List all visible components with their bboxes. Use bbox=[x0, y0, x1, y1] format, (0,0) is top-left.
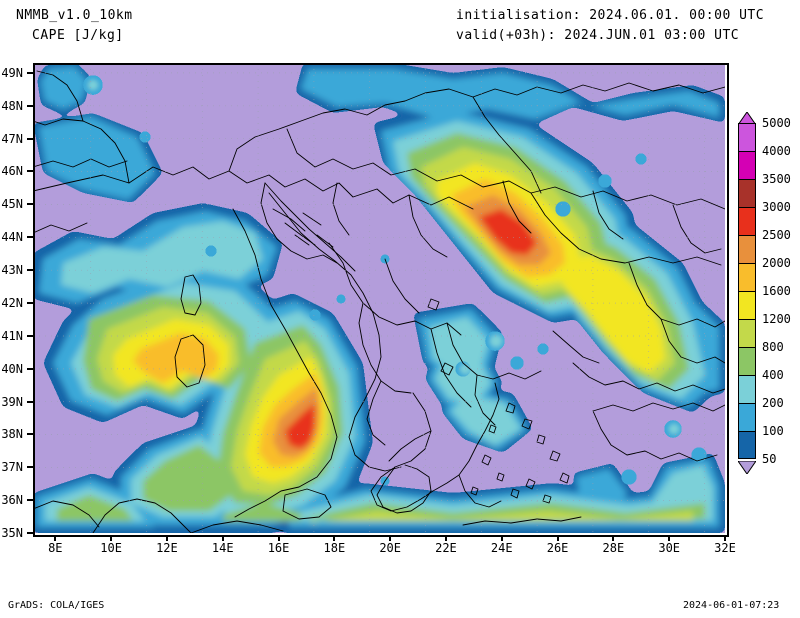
longitude-tick-mark bbox=[500, 535, 503, 541]
latitude-tick-label: 47N bbox=[1, 131, 23, 146]
longitude-tick-label: 14E bbox=[211, 541, 234, 555]
valid-time: valid(+03h): 2024.JUN.01 03:00 UTC bbox=[456, 28, 740, 43]
colorbar-bottom-cap bbox=[737, 459, 757, 475]
colorbar-band bbox=[738, 235, 756, 263]
latitude-tick-mark bbox=[27, 71, 33, 74]
longitude-tick-label: 26E bbox=[546, 541, 569, 555]
latitude-tick-mark bbox=[27, 203, 33, 206]
colorbar-band bbox=[738, 375, 756, 403]
colorbar-tick-label: 400 bbox=[762, 368, 784, 382]
latitude-tick-label: 35N bbox=[1, 526, 23, 540]
colorbar-tick-label: 50 bbox=[762, 452, 777, 466]
latitude-tick-label: 41N bbox=[1, 328, 23, 343]
colorbar-tick-label: 100 bbox=[762, 424, 784, 438]
latitude-tick-label: 49N bbox=[1, 65, 23, 80]
colorbar-tick-label: 4000 bbox=[762, 144, 791, 158]
colorbar-tick-label: 2000 bbox=[762, 256, 791, 270]
colorbar-band bbox=[738, 319, 756, 347]
longitude-tick-label: 28E bbox=[602, 541, 625, 555]
colorbar-tick-label: 1200 bbox=[762, 312, 791, 326]
colorbar-band bbox=[738, 431, 756, 459]
latitude-tick-mark bbox=[27, 532, 33, 534]
longitude-tick-mark bbox=[333, 535, 336, 541]
colorbar-tick-label: 5000 bbox=[762, 116, 791, 130]
latitude-tick-mark bbox=[27, 400, 33, 403]
longitude-tick-mark bbox=[724, 535, 726, 541]
model-title: NMMB_v1.0_10km bbox=[16, 8, 133, 23]
colorbar-band bbox=[738, 179, 756, 207]
colorbar-band bbox=[738, 403, 756, 431]
colorbar-band bbox=[738, 207, 756, 235]
latitude-tick-label: 48N bbox=[1, 98, 23, 113]
initialisation-time: initialisation: 2024.06.01. 00:00 UTC bbox=[456, 8, 765, 23]
latitude-tick-mark bbox=[27, 137, 33, 140]
footer-timestamp: 2024-06-01-07:23 bbox=[683, 600, 780, 611]
latitude-tick-mark bbox=[27, 269, 33, 272]
longitude-tick-mark bbox=[110, 535, 113, 541]
longitude-tick-label: 8E bbox=[48, 541, 63, 555]
latitude-tick-label: 39N bbox=[1, 394, 23, 409]
latitude-tick-mark bbox=[27, 499, 33, 502]
longitude-tick-mark bbox=[165, 535, 168, 541]
map-raster bbox=[33, 63, 725, 533]
latitude-tick-mark bbox=[27, 433, 33, 436]
latitude-tick-mark bbox=[27, 236, 33, 239]
longitude-tick-label: 16E bbox=[267, 541, 290, 555]
longitude-tick-label: 12E bbox=[156, 541, 178, 555]
colorbar-band bbox=[738, 151, 756, 179]
latitude-tick-label: 43N bbox=[1, 263, 23, 278]
longitude-tick-mark bbox=[54, 535, 57, 541]
latitude-axis: 35N 36N 37N 38N 39N 40N 41N 42N 43N 44N 45N 46N 47N 4… bbox=[0, 0, 33, 618]
colorbar-tick-label: 1600 bbox=[762, 284, 791, 298]
longitude-tick-mark bbox=[444, 535, 447, 541]
colorbar-band bbox=[738, 347, 756, 375]
latitude-tick-label: 42N bbox=[1, 295, 23, 310]
colorbar-tick-label: 2500 bbox=[762, 228, 791, 242]
colorbar-tick-label: 3500 bbox=[762, 172, 791, 186]
longitude-tick-mark bbox=[612, 535, 615, 541]
latitude-tick-mark bbox=[27, 301, 33, 304]
longitude-tick-label: 10E bbox=[100, 541, 122, 555]
longitude-tick-label: 32E bbox=[714, 541, 736, 555]
latitude-tick-label: 46N bbox=[1, 164, 23, 179]
colorbar-band bbox=[738, 263, 756, 291]
longitude-tick-mark bbox=[277, 535, 280, 541]
longitude-tick-label: 20E bbox=[379, 541, 401, 555]
latitude-tick-mark bbox=[27, 104, 33, 107]
latitude-tick-label: 45N bbox=[1, 197, 23, 212]
latitude-tick-label: 36N bbox=[1, 493, 23, 508]
colorbar-band bbox=[738, 123, 756, 151]
colorbar-tick-label: 200 bbox=[762, 396, 784, 410]
latitude-tick-mark bbox=[27, 466, 33, 469]
longitude-tick-mark bbox=[668, 535, 671, 541]
longitude-tick-label: 30E bbox=[658, 541, 681, 555]
footer-credit: GrADS: COLA/IGES bbox=[8, 600, 105, 611]
latitude-tick-mark bbox=[27, 367, 33, 370]
longitude-tick-label: 18E bbox=[323, 541, 346, 555]
cape-colorbar bbox=[738, 123, 756, 459]
longitude-tick-label: 24E bbox=[490, 541, 513, 555]
latitude-tick-mark bbox=[27, 334, 33, 337]
latitude-tick-label: 37N bbox=[1, 460, 23, 475]
colorbar-tick-label: 800 bbox=[762, 340, 784, 354]
longitude-tick-label: 22E bbox=[435, 541, 457, 555]
colorbar-tick-label: 3000 bbox=[762, 200, 791, 214]
longitude-tick-mark bbox=[221, 535, 224, 541]
colorbar-band bbox=[738, 291, 756, 319]
colorbar-top-cap bbox=[737, 110, 757, 126]
latitude-tick-label: 44N bbox=[1, 230, 23, 245]
latitude-tick-label: 38N bbox=[1, 427, 23, 442]
longitude-tick-mark bbox=[556, 535, 559, 541]
longitude-tick-mark bbox=[389, 535, 392, 541]
field-title: CAPE [J/kg] bbox=[32, 28, 124, 43]
cape-map-plot bbox=[33, 63, 725, 533]
latitude-tick-label: 40N bbox=[1, 361, 23, 376]
latitude-tick-mark bbox=[27, 170, 33, 173]
